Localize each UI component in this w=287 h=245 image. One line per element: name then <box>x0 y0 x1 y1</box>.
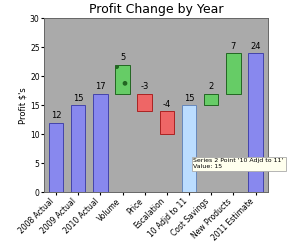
Bar <box>160 111 174 135</box>
Bar <box>248 53 263 192</box>
Title: Profit Change by Year: Profit Change by Year <box>88 3 223 16</box>
Text: 12: 12 <box>51 111 61 121</box>
Bar <box>182 105 196 192</box>
Bar <box>115 65 130 94</box>
Bar <box>137 94 152 111</box>
Text: -4: -4 <box>163 100 171 109</box>
Text: -3: -3 <box>141 83 149 91</box>
Text: 24: 24 <box>250 42 261 51</box>
Text: 5: 5 <box>120 53 125 62</box>
Text: Series 2 Point '10 Adjd to 11'
Value: 15: Series 2 Point '10 Adjd to 11' Value: 15 <box>193 159 284 169</box>
Bar <box>49 123 63 192</box>
Bar <box>204 94 218 105</box>
Y-axis label: Profit $'s: Profit $'s <box>18 87 27 124</box>
Bar <box>71 105 86 192</box>
Bar <box>93 94 108 192</box>
Text: 15: 15 <box>73 94 84 103</box>
Text: 7: 7 <box>231 42 236 51</box>
Text: 2: 2 <box>209 83 214 91</box>
Text: 15: 15 <box>184 94 194 103</box>
Bar <box>226 53 241 94</box>
Text: 17: 17 <box>95 83 106 91</box>
